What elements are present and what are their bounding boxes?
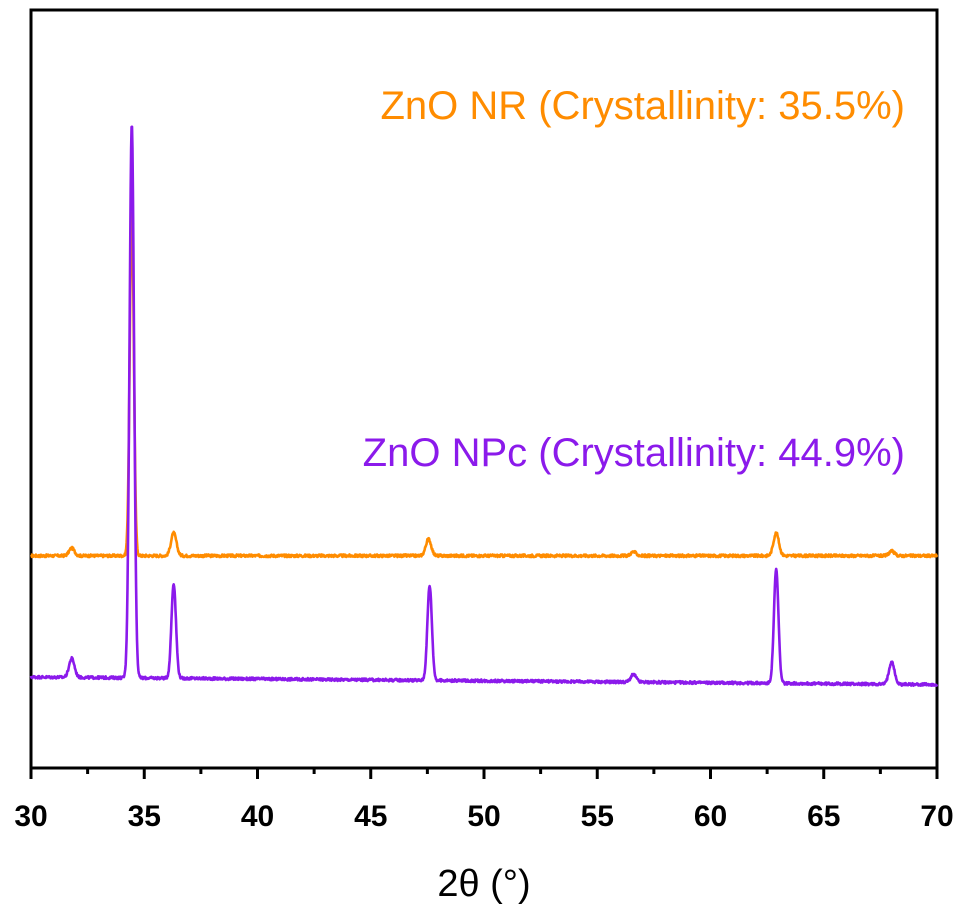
series-line-1 (29, 125, 939, 687)
series-label-zno-npc: ZnO NPc (Crystallinity: 44.9%) (363, 431, 905, 475)
x-tick-label: 45 (354, 800, 387, 833)
x-axis-tick-labels: 30 35 40 45 50 55 60 65 70 (14, 800, 953, 833)
x-tick-label: 35 (128, 800, 161, 833)
series-line-0 (30, 211, 939, 559)
x-tick-label: 30 (14, 800, 47, 833)
x-axis-ticks (29, 768, 939, 779)
x-tick-label: 70 (920, 800, 953, 833)
series-label-zno-nr: ZnO NR (Crystallinity: 35.5%) (380, 84, 905, 128)
x-tick-label: 40 (241, 800, 274, 833)
x-tick-label: 55 (581, 800, 614, 833)
series-lines (29, 125, 939, 687)
x-axis-title: 2θ (°) (437, 863, 530, 905)
x-tick-label: 65 (807, 800, 840, 833)
x-tick-label: 50 (467, 800, 500, 833)
x-tick-label: 60 (694, 800, 727, 833)
